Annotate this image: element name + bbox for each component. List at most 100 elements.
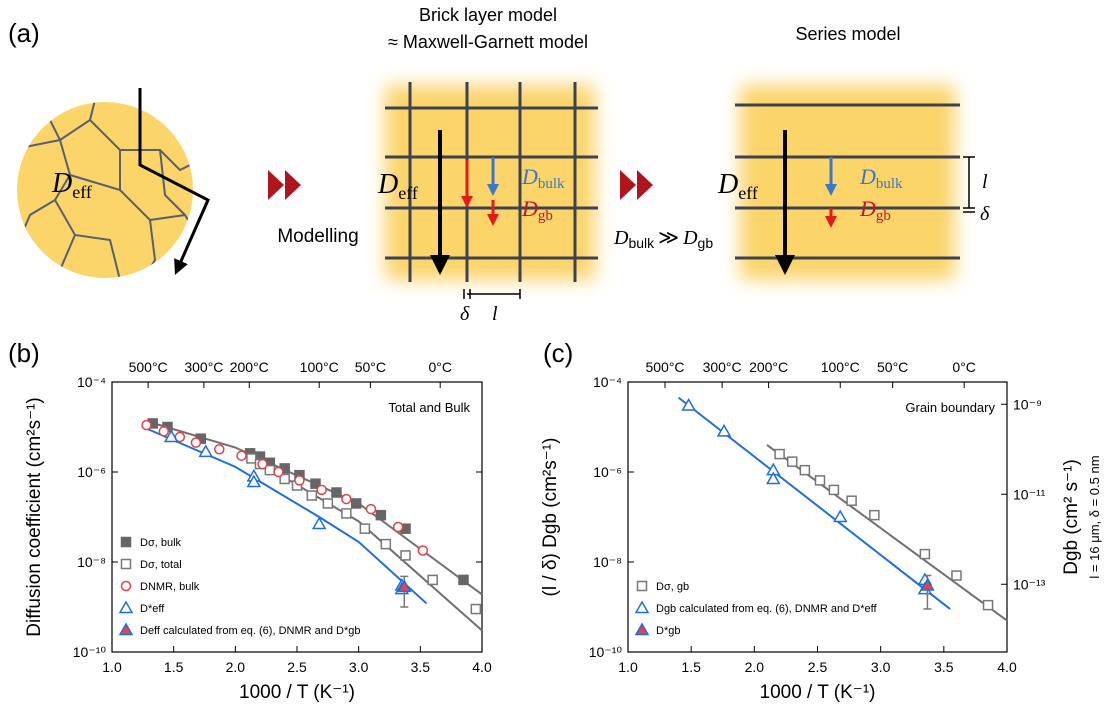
legend-label: Deff calculated from eq. (6), DNMR and D… bbox=[140, 625, 361, 637]
x-tick-label: 2.0 bbox=[226, 659, 246, 675]
x-tick-label: 1.0 bbox=[102, 659, 122, 675]
y2-note: l = 16 μm, δ = 0.5 nm bbox=[1087, 455, 1102, 578]
legend-label: D*gb bbox=[656, 625, 680, 637]
x-tick-label: 1.0 bbox=[618, 659, 638, 675]
legend-marker bbox=[636, 602, 648, 613]
x-axis-label: 1000 / T (K⁻¹) bbox=[760, 682, 876, 703]
data-point bbox=[775, 450, 784, 459]
x-tick-label: 4.0 bbox=[997, 659, 1017, 675]
data-point bbox=[788, 457, 797, 466]
data-point bbox=[342, 509, 351, 518]
data-point bbox=[332, 488, 341, 497]
data-point bbox=[847, 496, 856, 505]
data-point bbox=[381, 540, 390, 549]
legend-label: D*eff bbox=[140, 603, 165, 615]
y2-tick-label: 10⁻⁹ bbox=[1013, 396, 1042, 412]
delta-label: δ bbox=[980, 203, 990, 225]
y2-tick-label: 10⁻¹³ bbox=[1013, 576, 1046, 592]
y2-axis-label: Dgb (cm² s⁻¹) bbox=[1061, 459, 1082, 575]
legend-marker bbox=[636, 624, 648, 635]
data-point bbox=[237, 451, 246, 460]
fit-line bbox=[679, 398, 951, 609]
y-tick-label: 10⁻⁴ bbox=[77, 374, 106, 390]
data-point bbox=[834, 511, 846, 522]
top-tick-label: 500°C bbox=[129, 359, 168, 375]
top-tick-label: 500°C bbox=[645, 359, 684, 375]
y-axis-label: Diffusion coefficient (cm²s⁻¹) bbox=[24, 397, 45, 637]
x-tick-label: 2.5 bbox=[287, 659, 307, 675]
top-tick-label: 0°C bbox=[952, 359, 976, 375]
relation-label: Dbulk≫Dgb bbox=[613, 227, 713, 251]
data-point bbox=[459, 575, 468, 584]
y-tick-label: 10⁻¹⁰ bbox=[589, 644, 623, 660]
legend-marker bbox=[122, 560, 131, 569]
model-title: ≈ Maxwell-Garnett model bbox=[388, 32, 588, 52]
legend-marker bbox=[638, 582, 647, 591]
series-model bbox=[735, 85, 975, 280]
top-tick-label: 300°C bbox=[184, 359, 223, 375]
figure: (a) Deff Modelling Brick layer model ≈ M… bbox=[0, 0, 1110, 709]
x-tick-label: 2.5 bbox=[808, 659, 828, 675]
annotation: Total and Bulk bbox=[388, 400, 470, 415]
y-tick-label: 10⁻⁶ bbox=[77, 464, 106, 480]
y-tick-label: 10⁻⁶ bbox=[593, 464, 622, 480]
model-title: Series model bbox=[795, 24, 900, 44]
y-axis-label: (l / δ) Dgb (cm²s⁻¹) bbox=[540, 438, 561, 597]
data-point bbox=[367, 505, 376, 514]
data-point bbox=[215, 445, 224, 454]
legend-label: Dgb calculated from eq. (6), DNMR and D*… bbox=[656, 603, 877, 615]
y-tick-label: 10⁻⁴ bbox=[593, 374, 622, 390]
legend-marker bbox=[120, 602, 132, 613]
y-tick-label: 10⁻¹⁰ bbox=[73, 644, 107, 660]
data-point bbox=[159, 427, 168, 436]
data-point bbox=[342, 495, 351, 504]
data-point bbox=[323, 499, 332, 508]
legend-label: Dσ, gb bbox=[656, 581, 689, 593]
data-point bbox=[360, 524, 369, 533]
x-tick-label: 1.5 bbox=[164, 659, 184, 675]
data-point bbox=[428, 575, 437, 584]
data-point bbox=[142, 421, 151, 430]
l-label: l bbox=[982, 171, 988, 193]
legend-label: DNMR, bulk bbox=[140, 581, 200, 593]
y-tick-label: 10⁻⁸ bbox=[593, 554, 622, 570]
data-point bbox=[394, 522, 403, 531]
x-tick-label: 4.0 bbox=[472, 659, 492, 675]
x-tick-label: 3.0 bbox=[871, 659, 891, 675]
x-tick-label: 3.0 bbox=[349, 659, 369, 675]
x-tick-label: 1.5 bbox=[681, 659, 701, 675]
legend-marker bbox=[122, 538, 131, 547]
top-tick-label: 50°C bbox=[877, 359, 908, 375]
x-tick-label: 3.5 bbox=[934, 659, 954, 675]
data-point bbox=[258, 460, 267, 469]
fit-line bbox=[149, 422, 482, 595]
model-title: Brick layer model bbox=[419, 5, 557, 25]
delta-label: δ bbox=[460, 303, 470, 325]
top-tick-label: 200°C bbox=[230, 359, 269, 375]
data-point bbox=[816, 476, 825, 485]
x-tick-label: 2.0 bbox=[745, 659, 765, 675]
legend-marker bbox=[122, 582, 131, 591]
top-tick-label: 100°C bbox=[821, 359, 860, 375]
y-tick-label: 10⁻⁸ bbox=[77, 554, 106, 570]
data-point bbox=[317, 485, 326, 494]
data-point bbox=[920, 550, 929, 559]
data-point bbox=[295, 476, 304, 485]
panel-label: (b) bbox=[8, 338, 40, 368]
legend-label: Dσ, bulk bbox=[140, 537, 182, 549]
data-point bbox=[952, 571, 961, 580]
data-point bbox=[307, 491, 316, 500]
top-tick-label: 50°C bbox=[355, 359, 386, 375]
data-point bbox=[870, 511, 879, 520]
legend-marker bbox=[120, 624, 132, 635]
top-tick-label: 300°C bbox=[703, 359, 742, 375]
data-point bbox=[984, 601, 993, 610]
data-point bbox=[418, 546, 427, 555]
panel-label: (a) bbox=[8, 18, 40, 48]
data-point bbox=[200, 446, 212, 457]
data-point bbox=[829, 485, 838, 494]
data-point bbox=[274, 468, 283, 477]
page: {"diagram":{ "panel_label":"(a)", "brick… bbox=[0, 0, 1110, 714]
top-tick-label: 200°C bbox=[749, 359, 788, 375]
data-point bbox=[401, 551, 410, 560]
